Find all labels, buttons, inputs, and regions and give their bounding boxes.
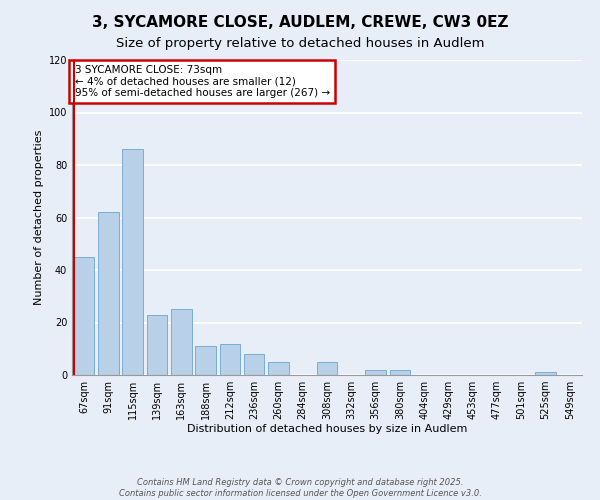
Bar (220, 344, 240, 375)
Bar (146, 314, 167, 375)
Text: Size of property relative to detached houses in Audlem: Size of property relative to detached ho… (116, 38, 484, 51)
X-axis label: Distribution of detached houses by size in Audlem: Distribution of detached houses by size … (187, 424, 467, 434)
Bar (365, 370, 386, 375)
Bar (317, 362, 337, 375)
Bar (195, 346, 216, 375)
Bar (98, 212, 119, 375)
Bar (122, 149, 143, 375)
Bar (171, 310, 191, 375)
Bar (268, 362, 289, 375)
Text: Contains HM Land Registry data © Crown copyright and database right 2025.
Contai: Contains HM Land Registry data © Crown c… (119, 478, 481, 498)
Y-axis label: Number of detached properties: Number of detached properties (34, 130, 44, 305)
Text: 3, SYCAMORE CLOSE, AUDLEM, CREWE, CW3 0EZ: 3, SYCAMORE CLOSE, AUDLEM, CREWE, CW3 0E… (92, 15, 508, 30)
Bar (74, 257, 94, 375)
Bar (389, 370, 410, 375)
Bar (535, 372, 556, 375)
Text: 3 SYCAMORE CLOSE: 73sqm
← 4% of detached houses are smaller (12)
95% of semi-det: 3 SYCAMORE CLOSE: 73sqm ← 4% of detached… (74, 64, 329, 98)
Bar (244, 354, 265, 375)
